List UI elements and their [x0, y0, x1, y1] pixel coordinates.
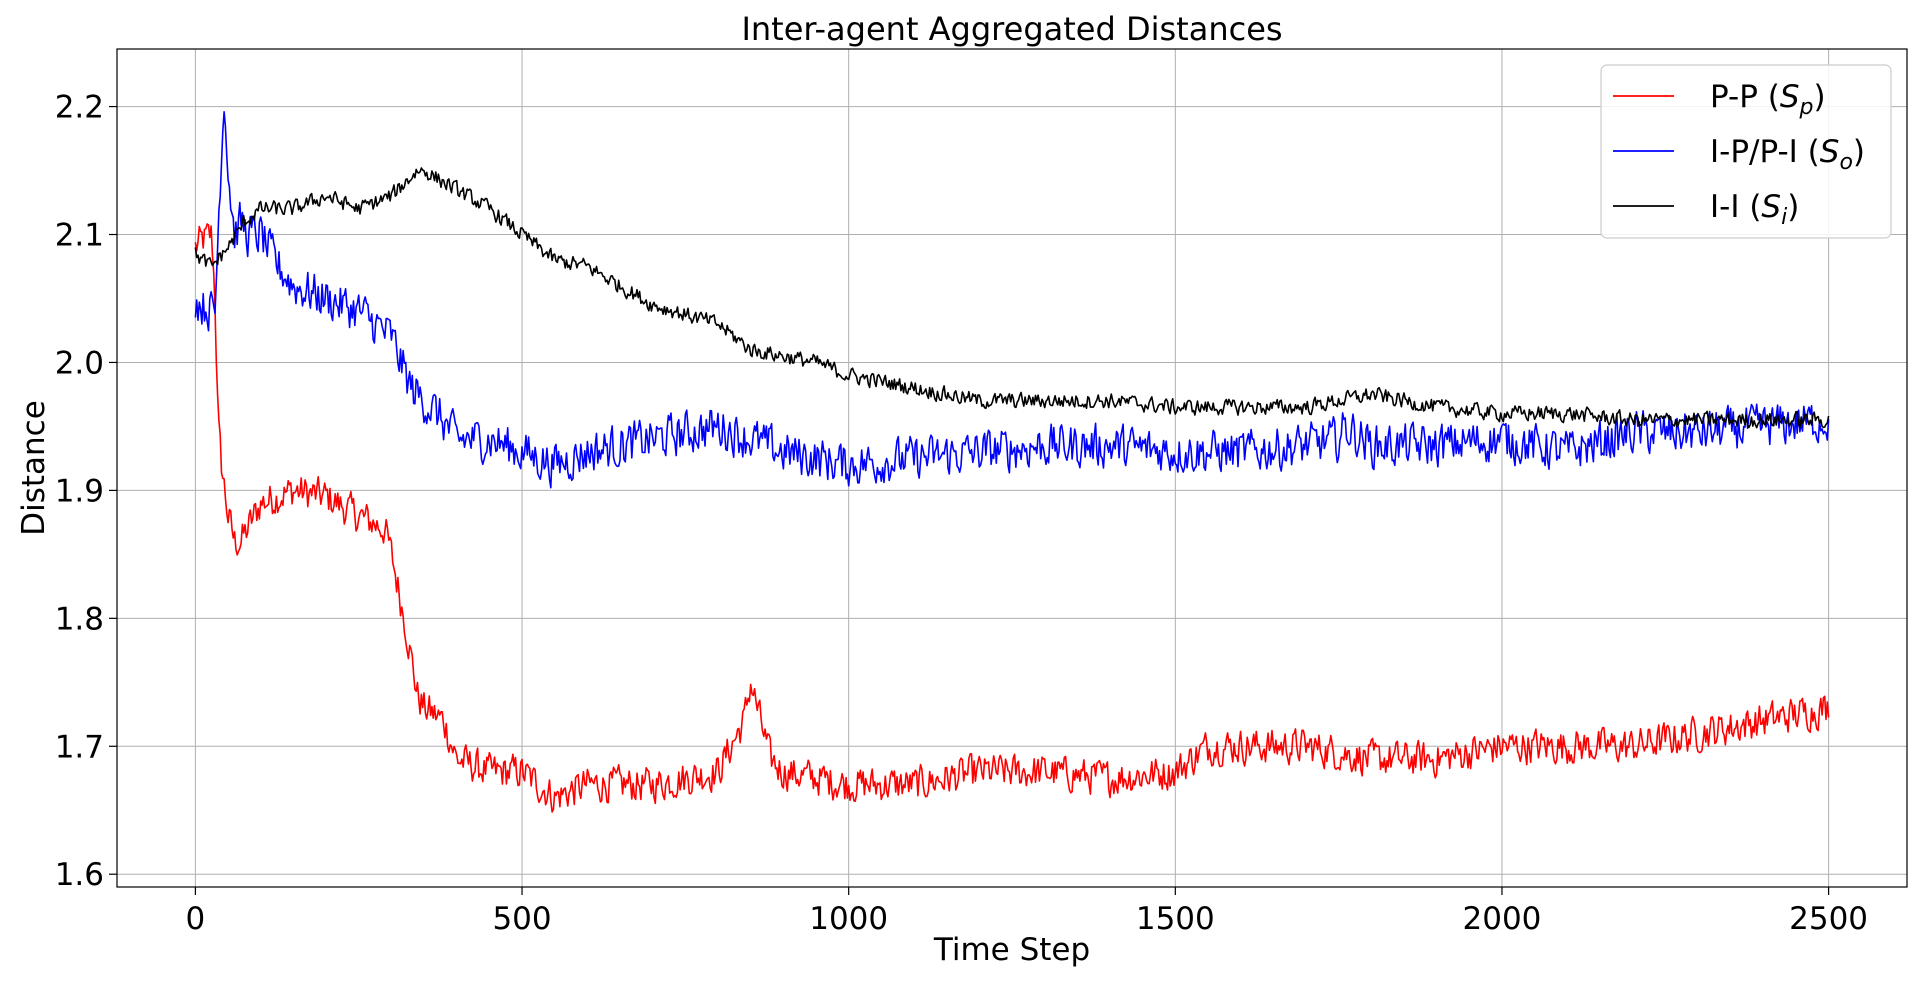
series-lines — [194, 111, 1830, 813]
axis-ticks: 0 500 1000 1500 2000 2500 1.6 1.7 1.8 1.9 2.0 2.1 2.… — [55, 90, 1868, 937]
y-axis-label: Distance — [16, 400, 52, 536]
x-tick-label: 500 — [492, 901, 551, 937]
y-tick-label: 1.9 — [55, 473, 104, 509]
y-tick-label: 1.6 — [55, 857, 104, 893]
y-tick-label: 2.0 — [55, 345, 104, 381]
plot-area-frame — [116, 48, 1908, 888]
x-tick-label: 1500 — [1136, 901, 1215, 937]
y-tick-label: 2.2 — [55, 90, 104, 126]
legend-label: I-I (Si) — [1710, 189, 1799, 230]
legend-box — [1600, 64, 1892, 239]
x-tick-label: 2000 — [1463, 901, 1542, 937]
x-axis-label: Time Step — [933, 932, 1090, 968]
legend-label: I-P/P-I (So) — [1710, 134, 1865, 175]
x-tick-label: 1000 — [809, 901, 888, 937]
legend-label: P-P (Sp) — [1710, 79, 1826, 120]
series-line-i — [194, 167, 1830, 429]
x-tick-label: 2500 — [1789, 901, 1868, 937]
grid-lines — [117, 49, 1907, 887]
y-tick-label: 1.8 — [55, 601, 104, 637]
legend: P-P (Sp) I-P/P-I (So) I-I (Si) — [1600, 64, 1892, 239]
y-tick-label: 1.7 — [55, 729, 104, 765]
x-tick-label: 0 — [186, 901, 206, 937]
series-line-p — [194, 223, 1830, 813]
y-tick-label: 2.1 — [55, 218, 104, 254]
series-line-o — [194, 111, 1830, 489]
chart-title: Inter-agent Aggregated Distances — [741, 10, 1282, 48]
